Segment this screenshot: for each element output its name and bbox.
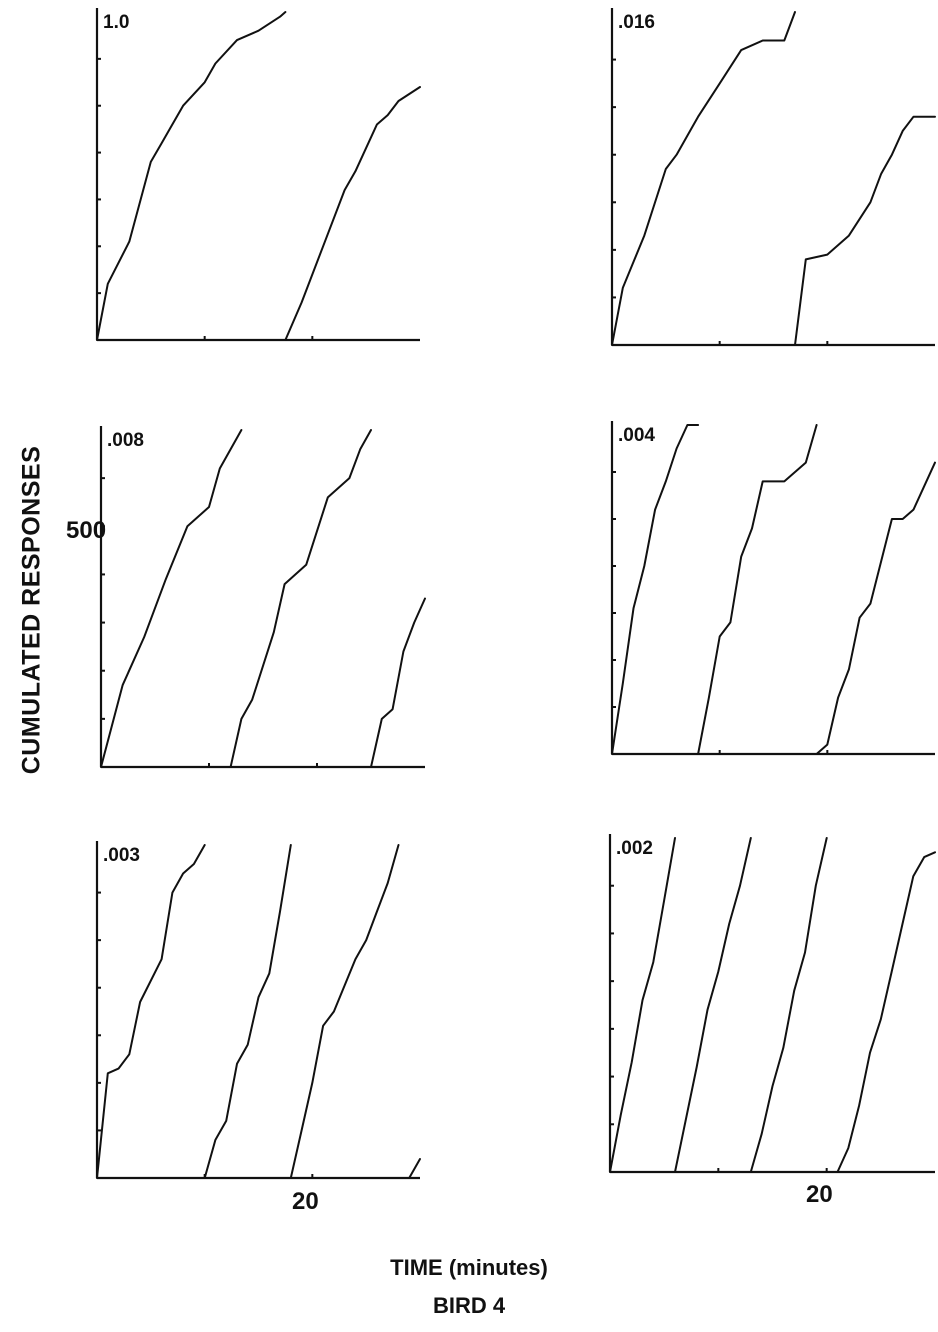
chart-panel-1: 1.0 [95,8,421,342]
cumulative-record-segment-3 [370,597,426,768]
cumulative-record-segment-1 [611,11,796,346]
cumulative-record-segment-1 [100,429,243,768]
panel-label: 1.0 [103,12,129,33]
panel-label: .002 [616,838,653,859]
cumulative-record-segment-2 [284,86,421,341]
chart-panel-3: .008 [99,426,426,769]
cumulative-record-segment-3 [289,844,400,1179]
y-tick-label-500: 500 [66,517,107,544]
panel-label: .016 [618,12,655,33]
x-tick-label-left: 20 [292,1188,319,1215]
cumulative-record-segment-1 [96,11,287,341]
cumulative-record-segment-3 [749,837,828,1173]
cumulative-record-segment-3 [815,461,936,755]
panel-label: .004 [618,425,655,446]
x-tick-label-right: 20 [806,1181,833,1208]
cumulative-record-segment-1 [96,844,206,1179]
panel-label: .008 [107,430,144,451]
chart-panel-5: .003 [95,841,421,1180]
cumulative-record-segment-2 [697,424,818,755]
cumulative-record-segment-2 [674,837,752,1173]
cumulative-record-segment-4 [408,1158,421,1179]
chart-panel-2: .016 [610,8,936,347]
cumulative-record-segment-2 [229,429,372,768]
chart-panel-6: .002 [608,834,936,1174]
x-axis-label: TIME (minutes) [390,1255,548,1280]
cumulative-record-segment-1 [611,424,700,755]
chart-panel-4: .004 [610,421,936,756]
cumulative-record-segment-2 [203,844,292,1179]
figure-footer: BIRD 4 [432,1293,506,1318]
cumulative-record-segment-1 [609,837,676,1173]
cumulative-record-segment-2 [794,115,936,346]
panel-label: .003 [103,845,140,866]
y-axis-label: CUMULATED RESPONSES [17,445,46,775]
cumulative-record-segment-4 [836,851,936,1173]
